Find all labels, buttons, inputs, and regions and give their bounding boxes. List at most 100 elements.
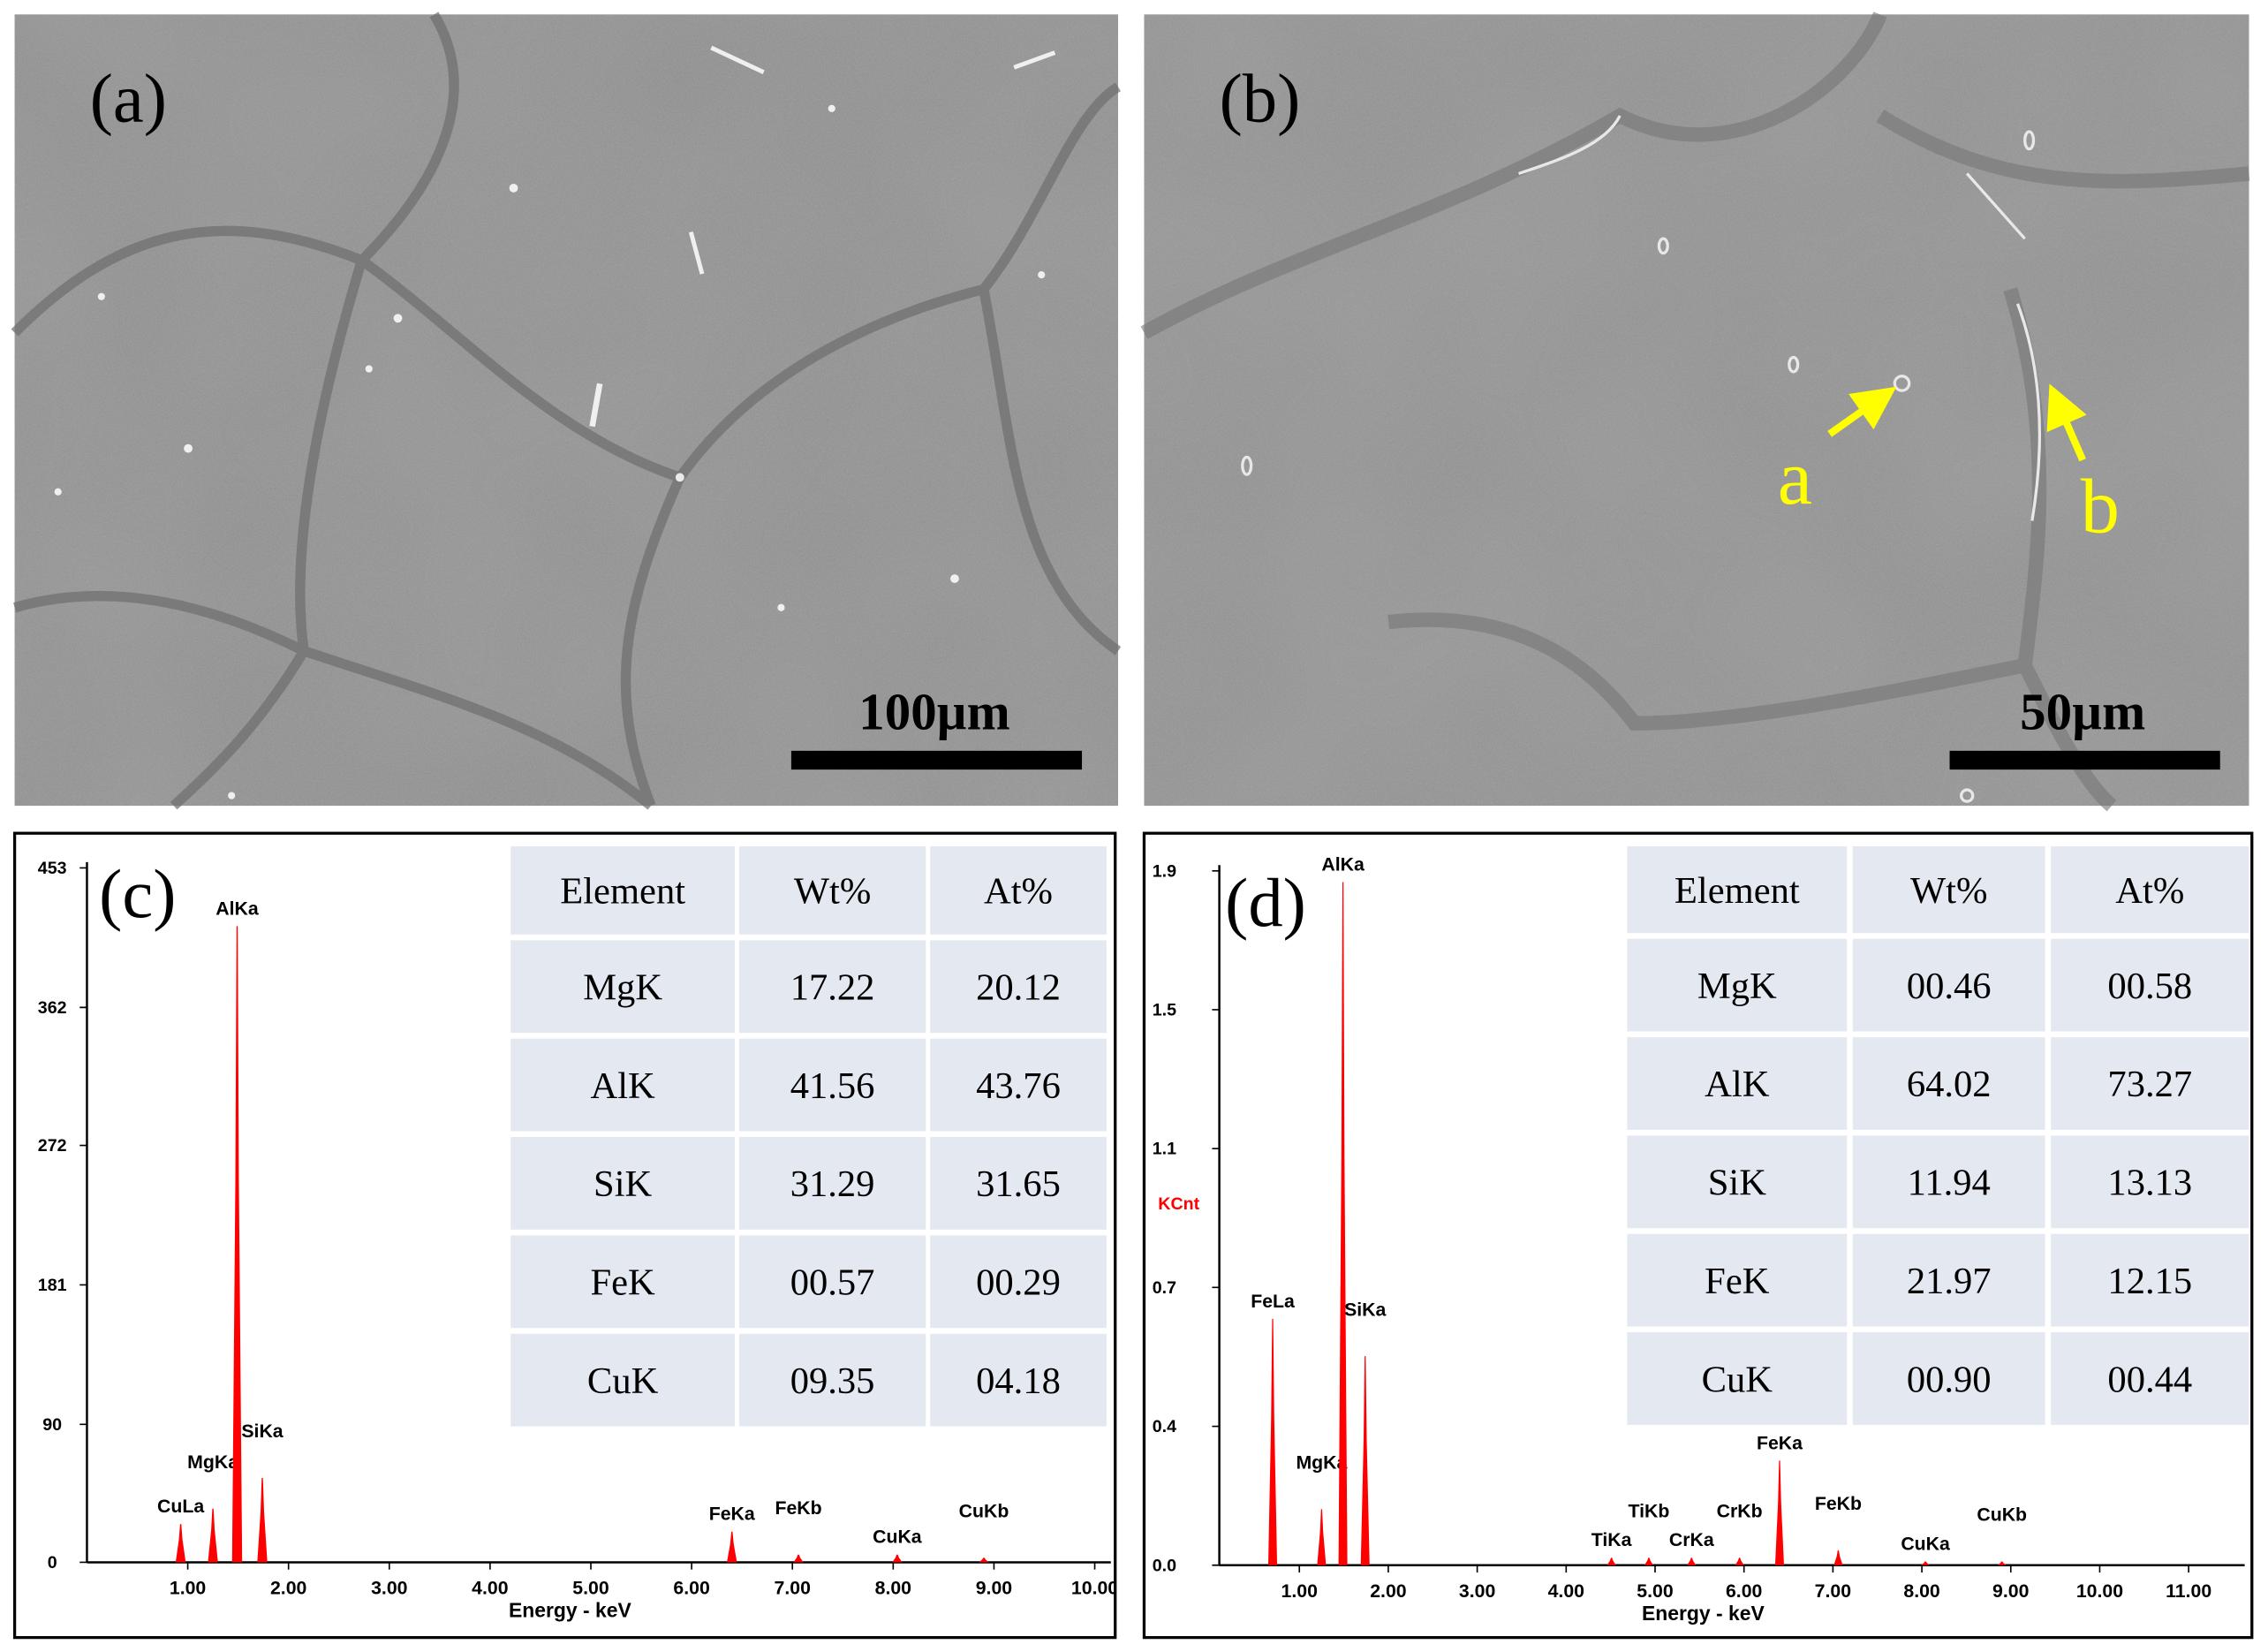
table-value: 64.02 bbox=[1907, 1064, 1992, 1105]
x-tick-label: 3.00 bbox=[371, 1578, 407, 1599]
y-tick-label: 0.4 bbox=[1153, 1417, 1176, 1436]
particles bbox=[1241, 115, 2042, 803]
table-cell bbox=[1852, 845, 2045, 934]
peak bbox=[1735, 1557, 1744, 1565]
peak-label: SiKa bbox=[1344, 1299, 1386, 1320]
peak-label: FeKa bbox=[1757, 1432, 1803, 1453]
table-cell bbox=[930, 1235, 1107, 1329]
x-tick-label: 9.00 bbox=[976, 1578, 1012, 1599]
table-value: MgK bbox=[1697, 966, 1777, 1007]
table-value: 31.65 bbox=[976, 1163, 1061, 1205]
table-cell bbox=[738, 1235, 926, 1329]
peak bbox=[1997, 1561, 2007, 1565]
x-tick-label: 2.00 bbox=[1370, 1580, 1406, 1602]
peak-label: CuKb bbox=[959, 1500, 1009, 1521]
table-value: 00.46 bbox=[1907, 966, 1992, 1007]
x-tick-label: 4.00 bbox=[1548, 1580, 1584, 1602]
peak bbox=[1921, 1561, 1931, 1565]
peak bbox=[979, 1557, 989, 1563]
peak-label: SiKa bbox=[241, 1421, 283, 1442]
table-value: AlK bbox=[1705, 1064, 1770, 1105]
peak-label: MgKa bbox=[1296, 1452, 1347, 1474]
table-value: 13.13 bbox=[2107, 1163, 2192, 1204]
table-value: FeK bbox=[590, 1262, 655, 1304]
peak bbox=[1338, 882, 1348, 1565]
table-cell bbox=[2051, 938, 2249, 1032]
y-tick-label: 453 bbox=[38, 859, 67, 878]
particles bbox=[54, 45, 1056, 799]
x-tick-label: 10.00 bbox=[2076, 1580, 2123, 1602]
table-cell bbox=[1627, 1037, 1848, 1130]
peak-label: AlKa bbox=[215, 898, 259, 919]
peak-label: FeLa bbox=[1251, 1291, 1295, 1312]
table-value: 00.90 bbox=[1907, 1359, 1992, 1400]
sem-image-a: (a) 100µm bbox=[11, 11, 1122, 810]
table-header: At% bbox=[2115, 870, 2184, 912]
peak bbox=[208, 1508, 218, 1563]
table-cell bbox=[510, 1235, 736, 1329]
peak-label: FeKa bbox=[709, 1504, 755, 1525]
peak-label: CuKa bbox=[873, 1527, 922, 1548]
x-axis-label: Energy - keV bbox=[1642, 1602, 1765, 1625]
peak-label: TiKa bbox=[1591, 1529, 1632, 1550]
x-tick-label: 10.00 bbox=[1071, 1578, 1118, 1599]
y-tick-label: 90 bbox=[42, 1415, 62, 1435]
table-value: 20.12 bbox=[976, 966, 1061, 1008]
x-tick-label: 6.00 bbox=[673, 1578, 709, 1599]
table-value: FeK bbox=[1705, 1261, 1770, 1302]
table-cell bbox=[1627, 1233, 1848, 1327]
peak bbox=[1687, 1557, 1697, 1565]
x-tick-label: 5.00 bbox=[572, 1578, 609, 1599]
y-tick-label: 1.9 bbox=[1153, 861, 1176, 881]
table-cell bbox=[930, 1333, 1107, 1427]
scale-bar-label: 100µm bbox=[858, 682, 1009, 740]
peak-label: CrKb bbox=[1717, 1500, 1763, 1521]
table-value: 73.27 bbox=[2107, 1064, 2192, 1105]
table-value: AlK bbox=[590, 1065, 655, 1107]
table-header: Wt% bbox=[794, 871, 871, 913]
peak-label: CuLa bbox=[157, 1496, 204, 1517]
table-value: 00.29 bbox=[976, 1262, 1061, 1304]
peak bbox=[1317, 1509, 1327, 1565]
table-cell bbox=[1852, 1135, 2045, 1229]
arrow-label: b bbox=[2081, 464, 2120, 550]
peak-label: CuKb bbox=[1977, 1504, 2027, 1526]
x-axis-label: Energy - keV bbox=[509, 1599, 631, 1622]
table-header: Element bbox=[560, 871, 685, 913]
x-tick-label: 7.00 bbox=[775, 1578, 811, 1599]
table-cell bbox=[510, 1038, 736, 1132]
table-header: At% bbox=[984, 871, 1053, 913]
peak-label: FeKb bbox=[775, 1497, 821, 1519]
peak bbox=[1774, 1460, 1785, 1565]
table-cell bbox=[1852, 1233, 2045, 1327]
x-tick-label: 8.00 bbox=[1903, 1580, 1939, 1602]
table-value: SiK bbox=[593, 1163, 652, 1205]
y-tick-label: 181 bbox=[38, 1276, 67, 1295]
table-cell bbox=[1627, 1332, 1848, 1425]
grain-boundaries bbox=[11, 11, 1122, 810]
peak-label: AlKa bbox=[1321, 853, 1365, 875]
x-tick-label: 7.00 bbox=[1815, 1580, 1851, 1602]
y-tick-label: 272 bbox=[38, 1136, 67, 1156]
peak bbox=[1833, 1550, 1843, 1565]
eds-panel-d: 0.0 0.4 0.7 1.1 1.5 1.9 1.00 2.00 3.00 4.00 5.00 6.… bbox=[1153, 845, 2249, 1625]
peak bbox=[257, 1478, 268, 1563]
table-cell bbox=[510, 1333, 736, 1427]
x-tick-label: 9.00 bbox=[1992, 1580, 2029, 1602]
table-cell bbox=[738, 1137, 926, 1230]
table-value: 00.44 bbox=[2107, 1359, 2192, 1400]
table-header: Element bbox=[1675, 870, 1800, 912]
table-cell bbox=[1627, 845, 1848, 934]
y-tick-label: 0.7 bbox=[1153, 1278, 1176, 1298]
table-cell bbox=[510, 940, 736, 1034]
table-value: SiK bbox=[1708, 1163, 1766, 1204]
table-cell bbox=[738, 1038, 926, 1132]
table-cell bbox=[2051, 1233, 2249, 1327]
x-tick-label: 6.00 bbox=[1726, 1580, 1762, 1602]
peak bbox=[793, 1554, 804, 1563]
x-tick-label: 1.00 bbox=[170, 1578, 206, 1599]
panel-label: (d) bbox=[1225, 864, 1306, 941]
peak bbox=[892, 1554, 903, 1563]
panel-label: (a) bbox=[90, 60, 167, 137]
